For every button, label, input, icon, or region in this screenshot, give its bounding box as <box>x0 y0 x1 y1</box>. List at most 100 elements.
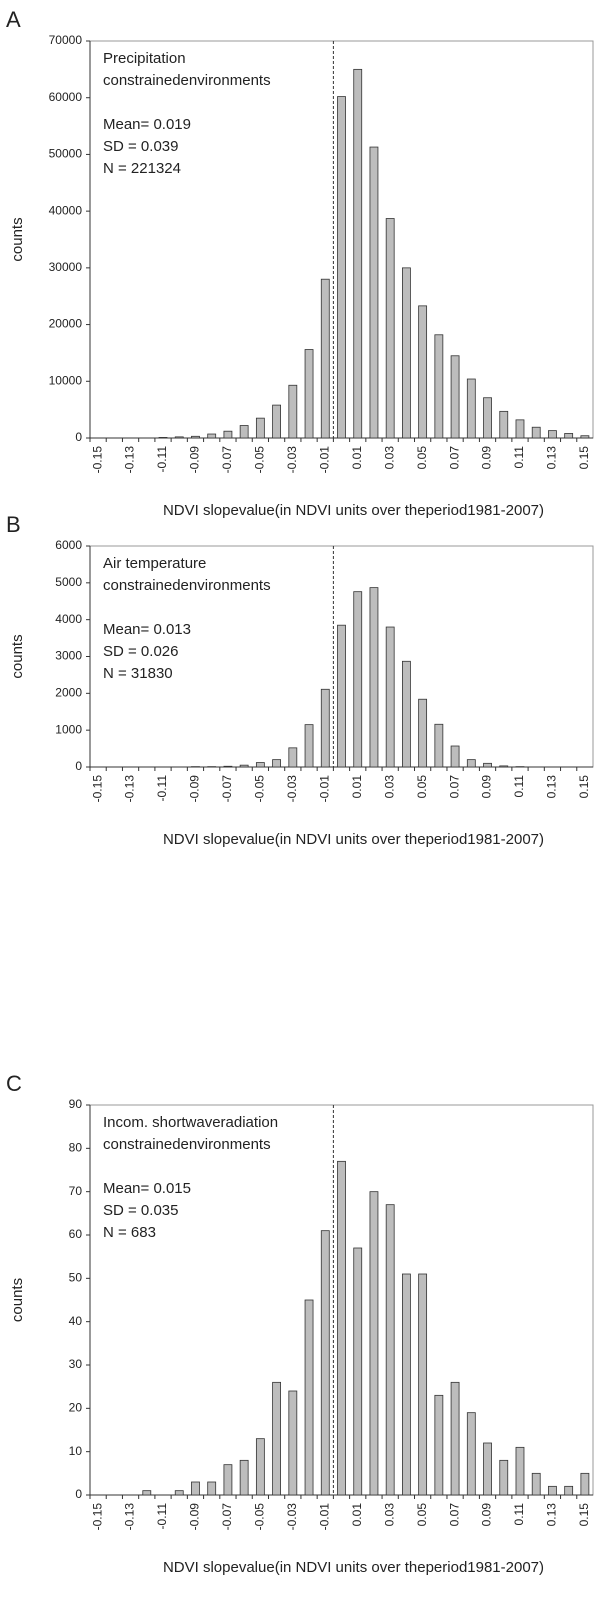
bar <box>369 146 379 439</box>
bar <box>548 1485 557 1496</box>
y-tick-label: 30 <box>69 1357 83 1371</box>
bar <box>239 764 249 768</box>
bar <box>418 305 428 439</box>
y-tick-label: 90 <box>69 1097 83 1111</box>
y-tick-label: 30000 <box>49 260 83 274</box>
x-tick-label: 0.13 <box>545 446 559 470</box>
bar <box>272 404 281 439</box>
x-tick-label: 0.01 <box>350 446 364 470</box>
y-tick-label: 3000 <box>55 649 82 663</box>
y-tick-label: 0 <box>75 430 82 444</box>
bar <box>288 384 298 439</box>
bar <box>255 1438 265 1496</box>
bar <box>385 218 395 439</box>
y-tick-label: 0 <box>75 1487 82 1501</box>
bar <box>353 68 363 439</box>
bar <box>531 1472 541 1496</box>
bar <box>207 433 217 439</box>
annotation: SD = 0.039 <box>103 138 178 155</box>
bar <box>450 745 460 768</box>
bar <box>288 747 298 768</box>
bar <box>402 1273 411 1496</box>
x-tick-label: -0.03 <box>285 1503 299 1531</box>
x-tick-label: -0.07 <box>220 1503 234 1531</box>
annotation: Mean= 0.015 <box>103 1180 191 1197</box>
bar <box>434 334 444 439</box>
y-tick-label: 1000 <box>55 722 82 736</box>
bar <box>337 624 346 768</box>
bar <box>450 1381 460 1496</box>
annotation: N = 683 <box>103 1224 156 1241</box>
x-tick-label: -0.15 <box>90 775 104 803</box>
x-tick-label: -0.03 <box>285 775 299 803</box>
bar <box>402 660 411 768</box>
bar <box>466 1412 476 1496</box>
y-tick-label: 70 <box>69 1184 83 1198</box>
bar <box>191 1481 200 1496</box>
annotation: Incom. shortwaveradiation <box>103 1114 278 1131</box>
x-tick-label: -0.15 <box>90 446 104 474</box>
y-tick-label: 50 <box>69 1271 83 1285</box>
y-tick-label: 0 <box>75 759 82 773</box>
bar <box>353 1247 363 1496</box>
bar <box>304 349 314 439</box>
x-tick-label: -0.07 <box>220 446 234 474</box>
annotation: SD = 0.035 <box>103 1202 178 1219</box>
bar <box>531 426 541 439</box>
x-tick-label: 0.09 <box>480 446 494 470</box>
bar <box>272 1381 281 1496</box>
annotation: Precipitation <box>103 50 186 67</box>
annotation: Air temperature <box>103 555 206 572</box>
x-tick-label: -0.09 <box>188 1503 202 1531</box>
y-tick-label: 60 <box>69 1227 83 1241</box>
bar <box>515 419 525 439</box>
x-tick-label: 0.13 <box>545 1503 559 1527</box>
x-tick-label: -0.09 <box>188 446 202 474</box>
bar <box>304 1299 314 1496</box>
annotation: N = 31830 <box>103 665 173 682</box>
bar <box>564 1485 574 1496</box>
bar <box>207 1481 217 1496</box>
panel: A 0 10000 20000 30000 40000 50000 60000 70000 -0.… <box>6 7 594 519</box>
y-tick-label: 80 <box>69 1141 83 1155</box>
panel: C 0 10 20 30 40 50 60 70 80 90 -0.15 -0.13 -0.11 -0.09… <box>6 1071 594 1576</box>
x-tick-label: -0.13 <box>123 1503 137 1531</box>
x-tick-label: 0.05 <box>415 446 429 470</box>
bar <box>223 430 233 439</box>
bar <box>272 759 281 768</box>
y-tick-label: 10 <box>69 1444 83 1458</box>
x-tick-label: 0.05 <box>415 775 429 799</box>
bar <box>191 435 200 439</box>
y-tick-label: 6000 <box>55 538 82 552</box>
bar <box>499 765 509 768</box>
x-tick-label: 0.09 <box>480 1503 494 1527</box>
x-tick-label: -0.05 <box>253 446 267 474</box>
bar <box>337 1160 346 1496</box>
annotation: constrainedenvironments <box>103 1136 271 1153</box>
bar <box>483 397 492 439</box>
bar <box>174 1490 184 1496</box>
y-tick-label: 70000 <box>49 33 83 47</box>
x-tick-label: 0.03 <box>382 446 396 470</box>
x-tick-label: -0.05 <box>253 775 267 803</box>
x-tick-label: 0.01 <box>350 1503 364 1527</box>
bar <box>142 1490 152 1496</box>
bar <box>369 587 379 768</box>
y-tick-label: 5000 <box>55 575 82 589</box>
bar <box>304 724 314 768</box>
x-tick-label: -0.07 <box>220 775 234 803</box>
x-tick-label: -0.13 <box>123 775 137 803</box>
y-axis-label: counts <box>9 217 26 261</box>
bar <box>223 765 233 768</box>
bar <box>483 1442 492 1496</box>
x-tick-label: -0.01 <box>317 446 331 474</box>
y-tick-label: 10000 <box>49 373 83 387</box>
bar <box>499 410 509 439</box>
bar <box>499 1459 509 1496</box>
x-tick-label: -0.01 <box>317 775 331 803</box>
x-tick-label: 0.11 <box>512 1503 526 1526</box>
bar <box>369 1191 379 1496</box>
x-tick-label: 0.07 <box>447 1503 461 1527</box>
bar <box>418 698 428 768</box>
